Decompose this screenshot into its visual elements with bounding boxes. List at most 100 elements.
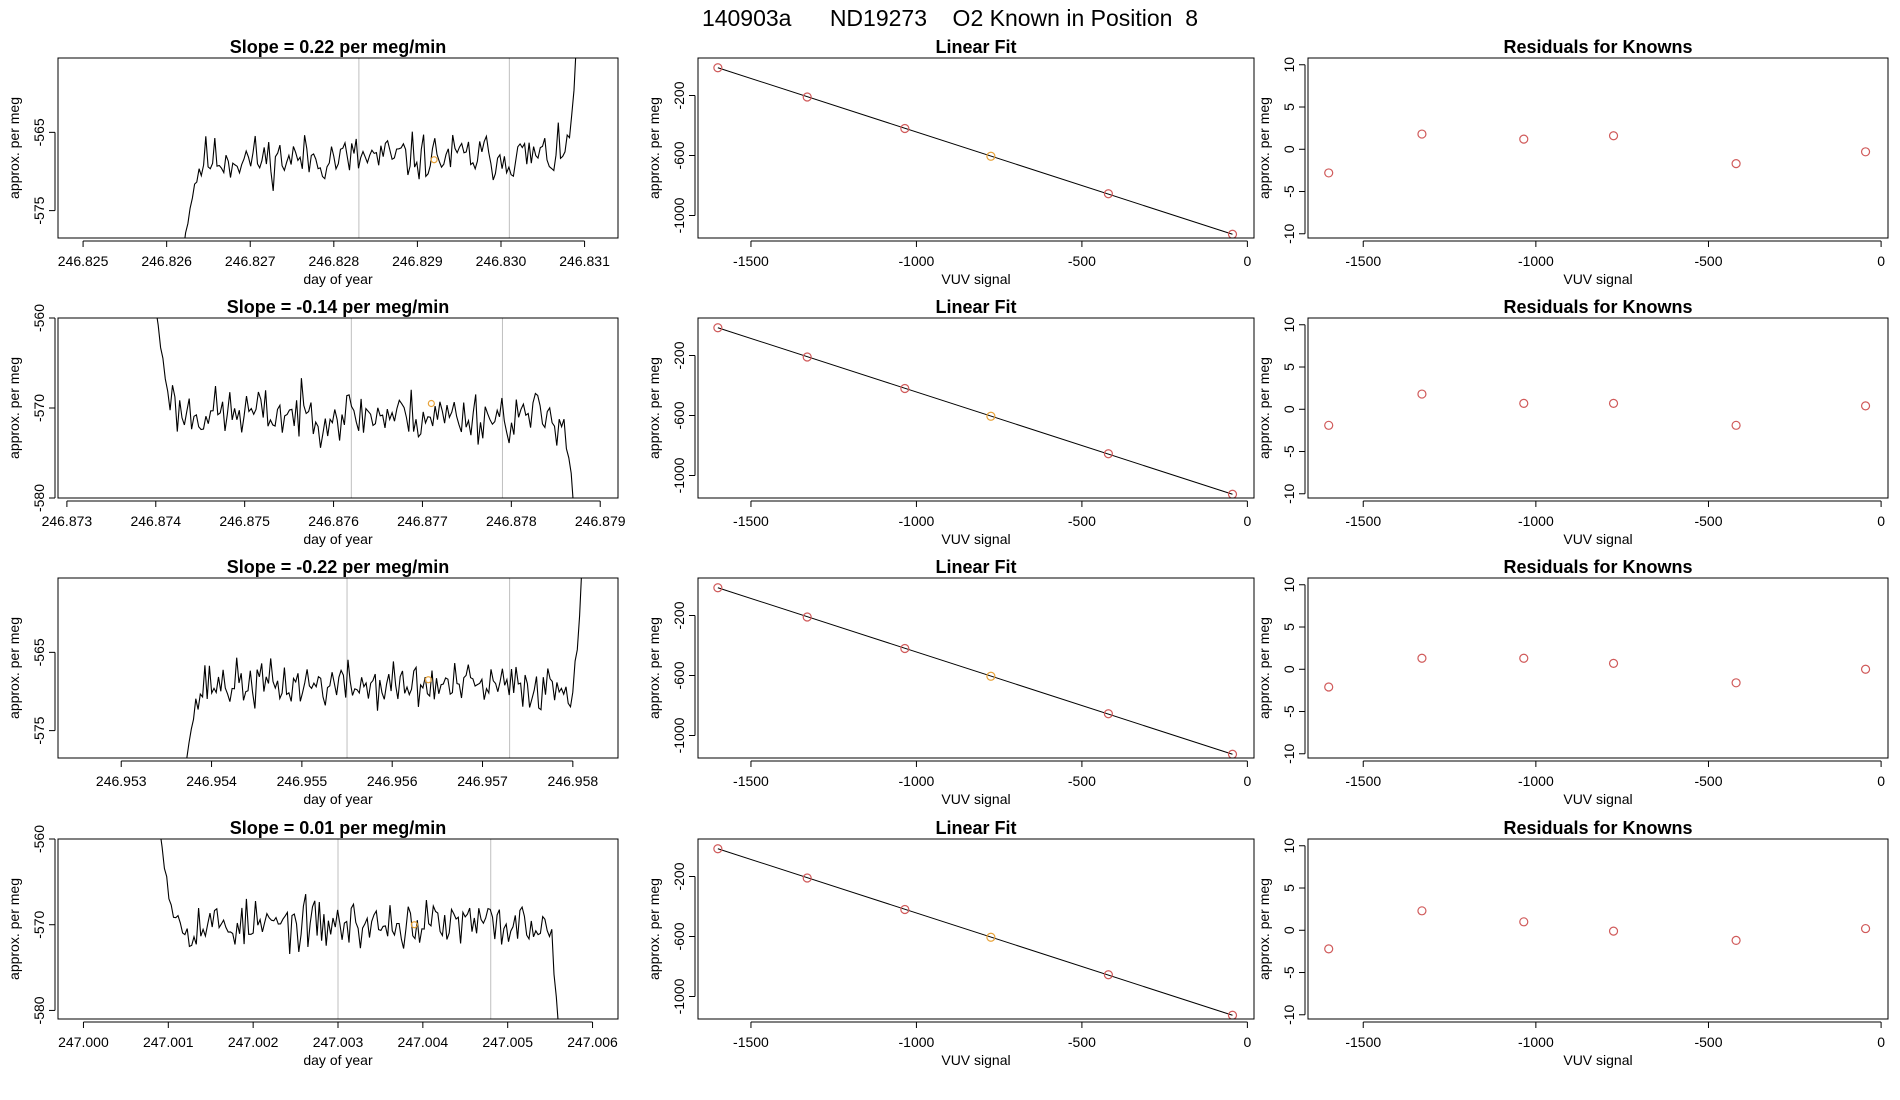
y-tick-label: 10 [1281,577,1297,593]
x-axis-label: VUV signal [1563,531,1632,547]
y-tick-label: -570 [31,910,47,938]
y-tick-label: 5 [1281,103,1297,111]
fit-line [717,587,1233,755]
plot-area [1324,389,1871,430]
x-tick-label: 246.831 [559,253,610,269]
x-tick-label: -500 [1068,1034,1096,1050]
y-axis-label: approx. per meg [6,357,22,459]
y-axis-label: approx. per meg [1256,878,1272,980]
plot-frame [697,577,1255,759]
panel-grid: Slope = 0.22 per meg/min 246.825 246.826 24… [6,37,1889,1068]
chart-panel: Slope = 0.01 per meg/min 247.000 247.001 24… [6,818,619,1068]
plot-area [713,583,1238,758]
y-tick-label: 0 [1281,665,1297,673]
plot-frame [1307,838,1889,1020]
y-axis-label: approx. per meg [646,97,662,199]
chart-panel: Slope = -0.22 per meg/min 246.953 246.954 2… [6,557,619,807]
data-point [1417,129,1427,139]
y-tick-label: -580 [31,996,47,1024]
x-tick-label: 246.958 [548,773,599,789]
x-axis-label: VUV signal [1563,271,1632,287]
data-point [1103,449,1113,459]
plot-area [713,63,1238,238]
highlight-point [410,921,418,929]
x-tick-label: -500 [1694,773,1722,789]
plot-area [186,578,582,758]
y-tick-label: -1000 [671,457,687,493]
data-point [802,352,812,362]
x-axis-label: VUV signal [941,791,1010,807]
panel-title: Linear Fit [935,818,1016,838]
x-tick-label: -1000 [1518,1034,1554,1050]
x-tick-label: -1500 [733,253,769,269]
data-point [1519,917,1529,927]
plot-frame [1307,317,1889,499]
plot-frame [697,317,1255,499]
y-tick-label: -565 [31,118,47,146]
y-tick-label: -560 [31,825,47,853]
x-tick-label: 247.001 [143,1034,194,1050]
y-axis-label: approx. per meg [646,357,662,459]
data-point [1860,923,1871,934]
x-tick-label: 246.957 [457,773,508,789]
data-point [1519,398,1529,408]
y-tick-label: -1000 [671,717,687,753]
highlight-point [986,151,996,161]
data-point [1227,489,1238,498]
x-tick-label: -1500 [1345,253,1381,269]
y-tick-label: 5 [1281,884,1297,892]
x-tick-label: 0 [1243,253,1251,269]
panel-title: Linear Fit [935,37,1016,57]
y-axis-label: approx. per meg [1256,97,1272,199]
signal-trace [160,839,559,1019]
y-axis-label: approx. per meg [646,878,662,980]
y-axis-label: approx. per meg [646,617,662,719]
x-tick-label: 246.830 [476,253,527,269]
x-axis-label: VUV signal [1563,1052,1632,1068]
x-tick-label: -1000 [1518,773,1554,789]
data-point [713,583,723,593]
plot-area [1324,906,1871,954]
x-tick-label: 246.954 [186,773,237,789]
y-axis-label: approx. per meg [6,878,22,980]
y-tick-label: -600 [671,661,687,689]
y-tick-label: 0 [1281,926,1297,934]
data-point [713,323,723,333]
data-point [1103,970,1113,980]
y-tick-label: -570 [31,394,47,422]
data-point [1608,926,1619,936]
x-tick-label: 247.002 [228,1034,279,1050]
y-tick-label: 5 [1281,623,1297,631]
data-point [1227,749,1238,758]
data-point [1860,401,1871,411]
x-tick-label: 0 [1877,253,1885,269]
data-point [1608,658,1619,668]
data-point [900,383,910,394]
x-tick-label: -1000 [1518,513,1554,529]
x-tick-label: 247.004 [398,1034,449,1050]
y-tick-label: -1000 [671,197,687,233]
x-tick-label: 246.953 [96,773,147,789]
panel-title: Slope = -0.14 per meg/min [227,297,450,317]
plot-frame [57,317,619,499]
x-axis-label: day of year [303,791,373,807]
x-tick-label: 0 [1877,1034,1885,1050]
x-axis-label: VUV signal [941,531,1010,547]
x-tick-label: 246.825 [58,253,109,269]
chart-panel: Linear Fit -1500 -1000 -500 0 VUV signal -200 -… [646,818,1255,1068]
data-point [900,904,910,915]
x-tick-label: -1500 [1345,773,1381,789]
x-tick-label: -1000 [899,513,935,529]
x-tick-label: 246.827 [225,253,276,269]
highlight-point [430,156,438,164]
fit-line [717,67,1233,235]
plot-area [1324,129,1871,178]
x-tick-label: 246.826 [141,253,192,269]
fit-line [717,848,1233,1016]
x-tick-label: 247.006 [567,1034,618,1050]
plot-area [713,323,1238,498]
x-tick-label: 246.956 [367,773,418,789]
x-tick-label: -1500 [733,773,769,789]
x-tick-label: 0 [1243,1034,1251,1050]
data-point [1731,420,1741,430]
